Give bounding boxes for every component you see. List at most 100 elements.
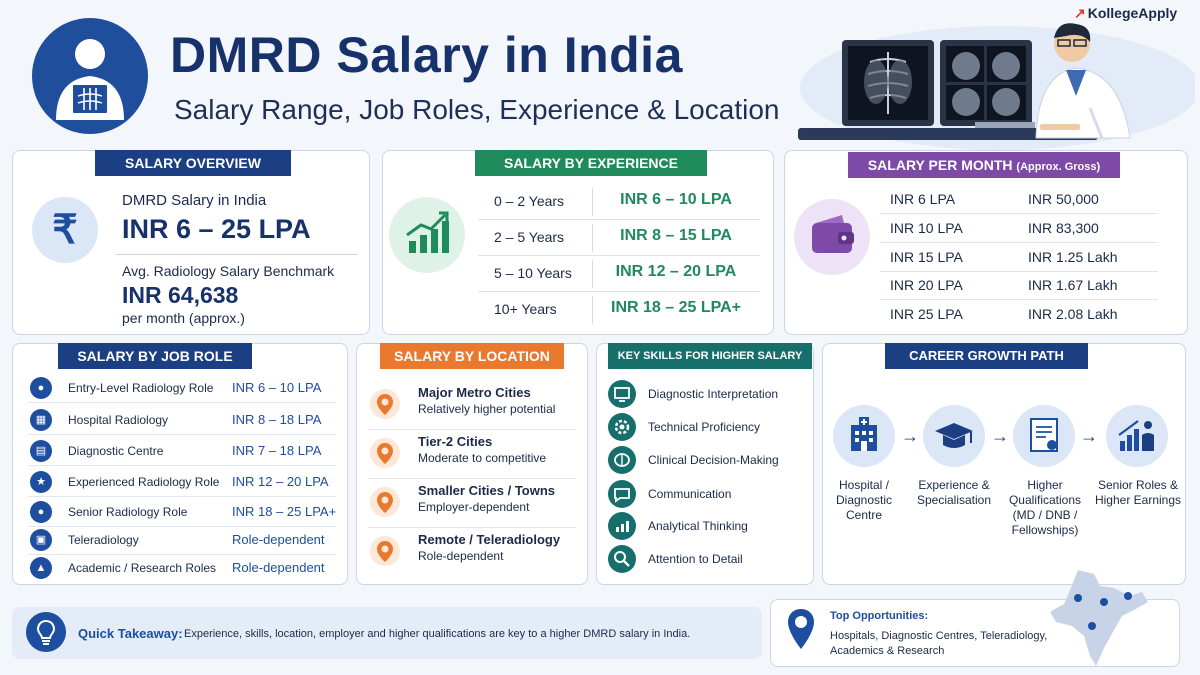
- analytics-icon: [608, 512, 636, 540]
- arrow-right-icon: →: [991, 426, 1009, 446]
- scan-icon: ▤: [30, 440, 52, 462]
- arrow-right-icon: →: [901, 426, 919, 446]
- job-role-row: ▲ Academic / Research Roles Role-depende…: [28, 555, 336, 583]
- monthly-salary-row: INR 6 LPA INR 50,000: [880, 185, 1158, 214]
- location-desc: Role-dependent: [418, 549, 504, 563]
- growth-person-icon: [1106, 405, 1168, 467]
- experience-row: 0 – 2 Years INR 6 – 10 LPA: [478, 184, 760, 220]
- job-role-row: ▦ Hospital Radiology INR 8 – 18 LPA: [28, 407, 336, 435]
- job-role-salary: INR 7 – 18 LPA: [232, 443, 322, 458]
- person-icon: ●: [30, 377, 52, 399]
- location-desc: Employer-dependent: [418, 500, 530, 514]
- experience-row: 2 – 5 Years INR 8 – 15 LPA: [478, 220, 760, 256]
- skill-name: Technical Proficiency: [648, 420, 761, 434]
- brain-icon: [608, 446, 636, 474]
- certificate-icon: [1013, 405, 1075, 467]
- location-row: Smaller Cities / Towns Employer-dependen…: [368, 479, 576, 528]
- location-pin-icon: [370, 438, 400, 468]
- career-step-label: Experience & Specialisation: [916, 478, 992, 507]
- salary-overview-heading: SALARY OVERVIEW: [95, 150, 291, 176]
- quick-takeaway-banner: [12, 607, 762, 659]
- monthly-salary: INR 2.08 Lakh: [1028, 306, 1118, 322]
- job-role-name: Diagnostic Centre: [68, 444, 164, 458]
- annual-salary: INR 10 LPA: [890, 220, 963, 236]
- brand-logo[interactable]: ↗ KollegeApply: [1074, 5, 1177, 22]
- chat-icon: [608, 480, 636, 508]
- magnifier-icon: [608, 545, 636, 573]
- brand-mark-icon: ↗: [1074, 5, 1086, 21]
- monthly-salary: INR 83,300: [1028, 220, 1099, 236]
- benchmark-value: INR 64,638: [122, 282, 239, 308]
- rupee-icon: ₹: [32, 197, 98, 263]
- divider: [592, 296, 593, 324]
- radiologist-logo: [32, 18, 148, 134]
- skill-name: Communication: [648, 487, 732, 501]
- skill-row: Diagnostic Interpretation: [608, 380, 808, 410]
- experience-years: 0 – 2 Years: [494, 193, 565, 209]
- location-row: Tier-2 Cities Moderate to competitive: [368, 430, 576, 479]
- job-role-row: ● Senior Radiology Role INR 18 – 25 LPA+: [28, 499, 336, 527]
- key-skills-heading: KEY SKILLS FOR HIGHER SALARY: [608, 343, 812, 369]
- experience-years: 5 – 10 Years: [494, 265, 572, 281]
- radiologist-icon: [56, 39, 124, 120]
- monitor-icon: [608, 380, 636, 408]
- location-title: Smaller Cities / Towns: [418, 483, 556, 498]
- job-role-salary: INR 6 – 10 LPA: [232, 380, 322, 395]
- salary-range-label: DMRD Salary in India: [122, 192, 267, 209]
- salary-per-month-heading-text: SALARY PER MONTH: [867, 157, 1013, 173]
- job-role-name: Teleradiology: [68, 533, 139, 547]
- opportunities-text: Hospitals, Diagnostic Centres, Teleradio…: [830, 630, 1048, 657]
- radiologist-workstation-illustration: [798, 23, 1195, 150]
- job-role-salary: Role-dependent: [232, 532, 325, 547]
- skill-row: Attention to Detail: [608, 545, 808, 575]
- lightbulb-icon: [26, 612, 66, 652]
- experience-row: 10+ Years INR 18 – 25 LPA+: [478, 292, 760, 328]
- divider: [592, 188, 593, 216]
- page-title: DMRD Salary in India: [170, 27, 683, 83]
- opportunities-title: Top Opportunities:: [830, 610, 929, 622]
- annual-salary: INR 20 LPA: [890, 277, 963, 293]
- monthly-salary: INR 1.25 Lakh: [1028, 249, 1118, 265]
- skill-name: Analytical Thinking: [648, 519, 748, 533]
- annual-salary: INR 6 LPA: [890, 191, 956, 207]
- skill-row: Analytical Thinking: [608, 512, 808, 542]
- monthly-salary: INR 1.67 Lakh: [1028, 277, 1118, 293]
- benchmark-label: Avg. Radiology Salary Benchmark: [122, 263, 335, 279]
- career-step-label: Hospital / Diagnostic Centre: [835, 478, 893, 522]
- salary-by-job-role-heading: SALARY BY JOB ROLE: [58, 343, 252, 369]
- location-title: Tier-2 Cities: [418, 434, 493, 449]
- salary-by-location-heading: SALARY BY LOCATION: [380, 343, 564, 369]
- monitor-icon: ▣: [30, 529, 52, 551]
- job-role-name: Entry-Level Radiology Role: [68, 381, 214, 395]
- growth-chart-icon: [389, 197, 465, 273]
- job-role-row: ▤ Diagnostic Centre INR 7 – 18 LPA: [28, 438, 336, 466]
- experience-salary: INR 12 – 20 LPA: [615, 263, 737, 280]
- doctor-icon: ●: [30, 501, 52, 523]
- career-step-label: Higher Qualifications (MD / DNB / Fellow…: [1008, 478, 1082, 537]
- divider: [592, 260, 593, 288]
- experience-years: 10+ Years: [494, 301, 557, 317]
- divider: [592, 224, 593, 252]
- experience-years: 2 – 5 Years: [494, 229, 565, 245]
- benchmark-note: per month (approx.): [122, 310, 245, 326]
- wallet-icon: [794, 199, 870, 275]
- graduation-cap-icon: [923, 405, 985, 467]
- job-role-salary: INR 12 – 20 LPA: [232, 474, 329, 489]
- skill-row: Technical Proficiency: [608, 413, 808, 443]
- graduate-icon: ▲: [30, 557, 52, 579]
- job-role-row: ★ Experienced Radiology Role INR 12 – 20…: [28, 469, 336, 497]
- skill-row: Communication: [608, 480, 808, 510]
- divider: [116, 254, 358, 255]
- monthly-salary-row: INR 25 LPA INR 2.08 Lakh: [880, 300, 1158, 329]
- india-map-icon: [1050, 570, 1148, 666]
- job-role-name: Academic / Research Roles: [68, 561, 217, 575]
- star-icon: ★: [30, 471, 52, 493]
- skill-name: Diagnostic Interpretation: [648, 387, 779, 401]
- takeaway-label: Quick Takeaway:: [78, 626, 183, 641]
- gear-icon: [608, 413, 636, 441]
- monthly-salary-row: INR 20 LPA INR 1.67 Lakh: [880, 271, 1158, 300]
- job-role-salary: INR 8 – 18 LPA: [232, 412, 322, 427]
- salary-per-month-heading: SALARY PER MONTH (Approx. Gross): [848, 152, 1120, 178]
- hospital-icon: ▦: [30, 409, 52, 431]
- location-pin-icon: [370, 536, 400, 566]
